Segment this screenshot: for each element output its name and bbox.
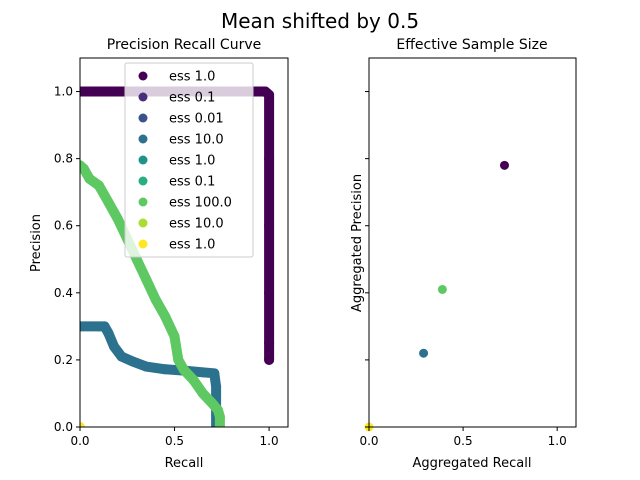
ess-marks [364, 160, 509, 432]
data-point [150, 294, 161, 305]
legend-label: ess 10.0 [169, 133, 224, 148]
legend-label: ess 1.0 [169, 238, 215, 253]
series-ess-10-0 [80, 321, 222, 427]
data-point [211, 381, 222, 392]
legend-marker [138, 239, 148, 249]
data-point [214, 411, 225, 422]
data-point [197, 367, 208, 378]
data-point [214, 422, 225, 427]
data-point [160, 364, 171, 375]
legend-label: ess 0.1 [169, 91, 215, 106]
series-ess-1-0 [80, 422, 85, 427]
data-point [160, 311, 171, 322]
legend-label: ess 0.01 [169, 112, 224, 127]
data-point [80, 321, 85, 332]
left-y-tick-label: 0.4 [54, 286, 73, 300]
left-x-tick-label: 0.0 [70, 434, 89, 448]
legend-marker [138, 197, 148, 207]
data-point [116, 351, 127, 362]
data-point [127, 356, 138, 367]
legend-marker [138, 218, 148, 228]
x-axis-label-right: Aggregated Recall [413, 456, 532, 471]
precision-recall-marks [80, 86, 275, 427]
data-point [264, 354, 275, 365]
y-axis-label-left: Precision [29, 214, 44, 272]
right-x-tick-label: 1.0 [548, 434, 567, 448]
legend-box [124, 62, 254, 258]
legend-marker [138, 71, 148, 81]
data-point [93, 180, 104, 191]
data-point [207, 398, 218, 409]
left-x-tick-label: 1.0 [260, 434, 279, 448]
legend-marker [138, 92, 148, 102]
legend-marker [138, 113, 148, 123]
legend-label: ess 100.0 [169, 196, 232, 211]
left-y-tick-label: 0.6 [54, 219, 73, 233]
x-ticks-left: 0.0 0.5 1.0 [70, 427, 279, 448]
data-point [112, 86, 123, 97]
data-point [141, 274, 152, 285]
y-axis-label-right: Aggregated Precision [350, 174, 365, 312]
left-y-tick-label: 0.0 [54, 420, 73, 434]
right-x-tick-label: 0.5 [454, 434, 473, 448]
data-point [209, 368, 220, 379]
precision-recall-plot: Precision Recall Curve 0.0 0.5 1.0 0.00.20… [29, 37, 289, 471]
legend-label: ess 1.0 [169, 70, 215, 85]
data-point [80, 86, 85, 97]
data-point [264, 338, 275, 349]
legend-label: ess 1.0 [169, 154, 215, 169]
data-point [264, 220, 275, 231]
y-ticks-right [365, 91, 369, 428]
legend-marker [138, 134, 148, 144]
data-point [103, 197, 114, 208]
data-point [264, 89, 275, 100]
data-point [84, 173, 95, 184]
data-point [179, 364, 189, 375]
left-y-tick-label: 1.0 [54, 85, 73, 99]
data-point [80, 163, 89, 174]
data-point [264, 287, 275, 298]
x-axis-label-left: Recall [165, 456, 204, 471]
aggregated-point [437, 284, 447, 294]
data-point [169, 331, 180, 342]
aggregated-point [499, 160, 509, 170]
data-point [141, 361, 152, 372]
left-y-tick-label: 0.8 [54, 152, 73, 166]
data-point [188, 375, 199, 386]
data-point [109, 341, 120, 352]
figure-suptitle: Mean shifted by 0.5 [221, 9, 419, 33]
legend: ess 1.0 ess 0.1 ess 0.01 ess 10.0 ess 1.0 ess… [124, 62, 254, 258]
right-x-tick-label: 0.0 [359, 434, 378, 448]
plot-frame-right [368, 57, 577, 428]
left-y-tick-label: 0.2 [54, 353, 73, 367]
data-point [173, 354, 184, 365]
legend-label: ess 0.1 [169, 175, 215, 190]
legend-label: ess 10.0 [169, 217, 224, 232]
x-ticks-right: 0.0 0.5 1.0 [359, 427, 567, 448]
data-point [264, 153, 275, 164]
plot-frame-left [79, 57, 289, 428]
left-x-tick-label: 0.5 [165, 434, 184, 448]
data-point [197, 388, 208, 399]
plot-title-left: Precision Recall Curve [107, 37, 261, 53]
plot-title-right: Effective Sample Size [396, 37, 547, 53]
y-ticks-left: 0.0 0.2 0.4 0.6 0.8 1.0 [54, 85, 80, 434]
data-point [112, 214, 123, 225]
effective-sample-size-plot: Effective Sample Size 0.0 0.5 1.0 Aggregat… [350, 37, 577, 471]
data-point [103, 328, 114, 339]
aggregated-point [419, 348, 429, 358]
legend-marker [138, 155, 148, 165]
data-point [80, 422, 85, 427]
legend-marker [138, 176, 148, 186]
